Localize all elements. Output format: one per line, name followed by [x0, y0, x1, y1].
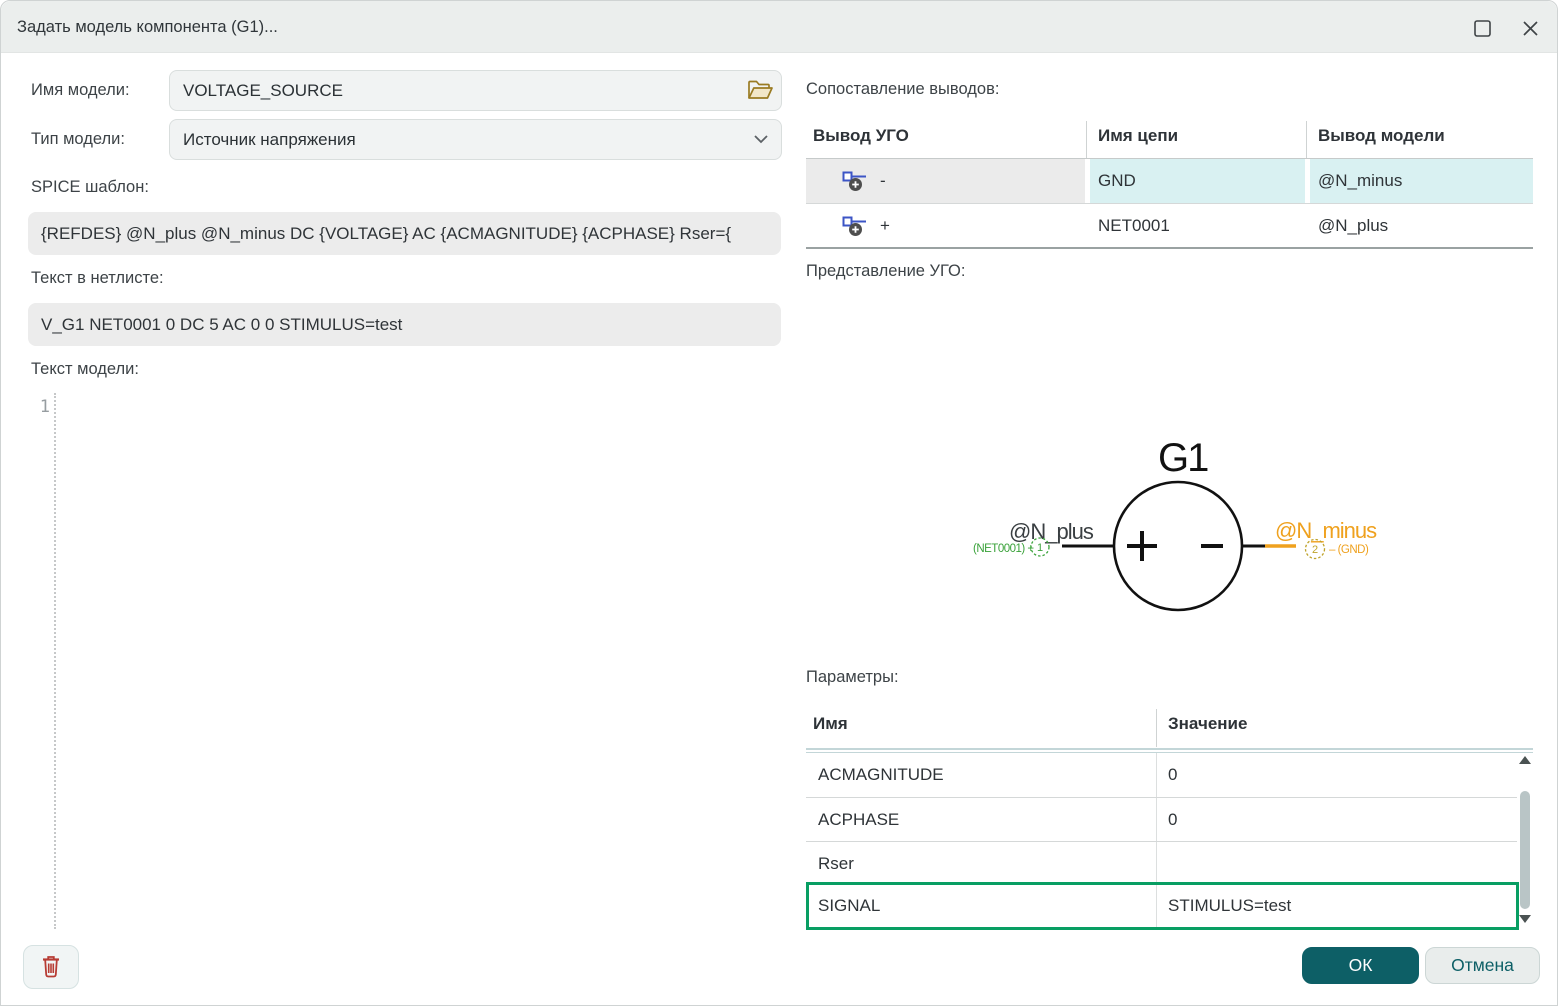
param-row[interactable]: ACPHASE 0 — [806, 798, 1517, 841]
pin-cell-net: NET0001 — [1098, 215, 1170, 235]
spice-template-input[interactable]: {REFDES} @N_plus @N_minus DC {VOLTAGE} A… — [28, 212, 781, 255]
pin-col-header-ugo: Вывод УГО — [813, 125, 909, 145]
param-col-header-value: Значение — [1168, 714, 1248, 733]
row-divider — [806, 797, 1517, 798]
titlebar — [1, 1, 1557, 53]
pin-name: - — [880, 171, 886, 190]
pin-cell-ugo: - — [806, 159, 1085, 203]
close-icon — [1522, 20, 1539, 37]
model-type-select[interactable]: Источник напряжения — [169, 119, 782, 160]
symbol-view-title: Представление УГО: — [806, 262, 966, 280]
right-pin-number: 2 — [1312, 544, 1318, 556]
param-row-selected[interactable]: SIGNAL STIMULUS=test — [806, 882, 1519, 930]
editor-line-number: 1 — [39, 397, 50, 417]
delete-model-button[interactable] — [23, 945, 79, 989]
netlist-text-value: V_G1 NET0001 0 DC 5 AC 0 0 STIMULUS=test — [41, 315, 403, 334]
model-name-input[interactable]: VOLTAGE_SOURCE — [169, 70, 782, 111]
row-divider — [806, 203, 1533, 204]
cancel-button[interactable]: Отмена — [1425, 947, 1540, 984]
parameters-table: Имя Значение ACMAGNITUDE 0 ACPHASE 0 Rse… — [806, 701, 1533, 931]
column-divider — [1086, 121, 1087, 158]
pin-add-icon — [842, 215, 868, 237]
right-pin-name: @N_minus — [1275, 518, 1377, 543]
pin-mapping-table: Вывод УГО Имя цепи Вывод модели - GND @N — [806, 113, 1533, 249]
left-pin-number-circle — [1030, 537, 1050, 557]
trash-icon — [39, 954, 63, 980]
pin-add-icon — [842, 170, 868, 192]
symbol-preview: G1 @N_plus (NET0001) + 1 @N_minus 2 – (G… — [951, 421, 1421, 646]
param-value: 0 — [1168, 765, 1178, 784]
right-pin-number-circle — [1304, 538, 1326, 560]
cancel-button-label: Отмена — [1451, 955, 1514, 975]
model-name-label: Имя модели: — [31, 81, 130, 99]
column-divider — [1156, 753, 1157, 797]
model-text-editor[interactable]: 1 — [28, 391, 781, 931]
pin-name: + — [880, 215, 890, 235]
ok-button-label: ОК — [1348, 955, 1373, 975]
model-type-value: Источник напряжения — [183, 129, 356, 149]
left-pin-number: 1 — [1037, 542, 1043, 554]
header-double-line-top — [806, 748, 1533, 750]
column-divider — [1156, 709, 1157, 747]
pin-table-row[interactable]: + NET0001 @N_plus — [806, 204, 1533, 247]
column-divider — [1306, 121, 1307, 158]
param-value: STIMULUS=test — [1168, 896, 1292, 915]
pin-col-header-net: Имя цепи — [1098, 125, 1179, 145]
left-pin-net: (NET0001) + — [973, 543, 1034, 555]
spice-template-value: {REFDES} @N_plus @N_minus DC {VOLTAGE} A… — [41, 224, 732, 243]
column-divider — [1156, 798, 1157, 841]
scrollbar-thumb[interactable] — [1520, 791, 1530, 909]
header-double-line-bottom — [806, 752, 1533, 753]
editor-gutter-divider — [54, 393, 56, 929]
pin-cell-model: @N_plus — [1318, 215, 1389, 235]
column-divider — [1156, 842, 1157, 885]
pin-cell-net: GND — [1090, 159, 1305, 203]
right-pin-net: – (GND) — [1329, 544, 1369, 556]
maximize-icon — [1473, 19, 1491, 37]
param-col-header-name: Имя — [813, 714, 848, 733]
netlist-text-label: Текст в нетлисте: — [31, 269, 164, 287]
scroll-up-icon[interactable] — [1519, 756, 1531, 764]
browse-model-button[interactable] — [747, 79, 774, 101]
pin-cell-ugo: + — [806, 204, 1085, 247]
column-divider — [1156, 885, 1157, 927]
parameters-title: Параметры: — [806, 668, 899, 686]
symbol-refdes: G1 — [1158, 436, 1208, 480]
param-row[interactable]: Rser — [806, 842, 1517, 885]
param-name: Rser — [818, 853, 854, 873]
chevron-down-icon — [753, 134, 769, 144]
folder-icon — [747, 79, 774, 101]
param-name: ACMAGNITUDE — [818, 765, 944, 784]
model-name-value: VOLTAGE_SOURCE — [183, 80, 343, 100]
row-divider — [806, 841, 1517, 842]
param-row[interactable]: ACMAGNITUDE 0 — [806, 753, 1517, 797]
netlist-text-box: V_G1 NET0001 0 DC 5 AC 0 0 STIMULUS=test — [28, 303, 781, 346]
model-type-label: Тип модели: — [31, 130, 125, 148]
symbol-plus — [1127, 531, 1157, 561]
pin-mapping-title: Сопоставление выводов: — [806, 80, 1000, 98]
maximize-button[interactable] — [1465, 13, 1499, 43]
param-name: ACPHASE — [818, 809, 900, 829]
param-value: 0 — [1168, 809, 1178, 829]
left-pin-name: @N_plus — [1009, 519, 1094, 544]
pin-table-row[interactable]: - GND @N_minus — [806, 159, 1533, 203]
ok-button[interactable]: ОК — [1302, 947, 1419, 984]
scroll-down-icon[interactable] — [1519, 915, 1531, 923]
parameters-scrollbar[interactable] — [1517, 753, 1533, 930]
pin-col-header-model: Вывод модели — [1318, 125, 1445, 145]
model-text-label: Текст модели: — [31, 360, 139, 378]
dialog-title: Задать модель компонента (G1)... — [17, 18, 278, 36]
voltage-source-symbol: G1 @N_plus (NET0001) + 1 @N_minus 2 – (G… — [973, 436, 1378, 612]
header-divider — [806, 158, 1533, 159]
pin-cell-model: @N_minus — [1310, 159, 1533, 203]
param-name: SIGNAL — [818, 896, 881, 915]
spice-template-label: SPICE шаблон: — [31, 178, 149, 196]
table-bottom-border — [806, 247, 1533, 249]
close-button[interactable] — [1513, 13, 1547, 43]
